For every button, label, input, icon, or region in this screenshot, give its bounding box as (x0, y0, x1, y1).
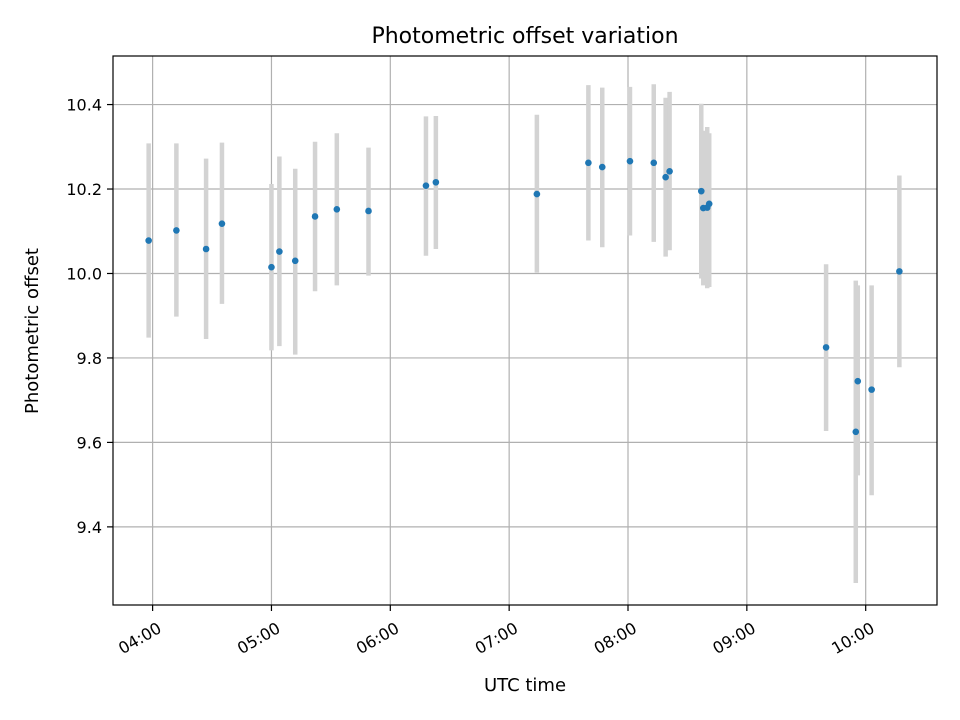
data-point (705, 200, 713, 208)
y-tick-label: 10.0 (66, 264, 102, 283)
data-point (666, 167, 673, 175)
y-tick-label: 9.8 (77, 349, 102, 368)
grid-layer (113, 56, 937, 605)
point-layer (145, 157, 903, 436)
y-tick-label: 10.2 (66, 180, 102, 199)
data-point (533, 190, 541, 198)
y-tick-label: 9.6 (77, 433, 102, 452)
y-tick-label: 9.4 (77, 518, 102, 537)
data-point (626, 157, 634, 165)
data-point (854, 377, 862, 385)
data-point (173, 227, 180, 234)
data-point (852, 428, 860, 436)
data-point (896, 268, 903, 275)
plot-frame (112, 55, 938, 606)
data-point (422, 182, 430, 189)
data-point (662, 173, 669, 181)
data-point (822, 344, 830, 351)
y-axis-label: Photometric offset (22, 248, 43, 414)
data-point (311, 213, 319, 220)
data-point (697, 187, 705, 195)
data-point (868, 386, 875, 393)
data-point (650, 159, 658, 167)
data-point (365, 207, 372, 215)
data-point (291, 257, 299, 265)
data-point (333, 205, 341, 213)
chart-title: Photometric offset variation (371, 24, 678, 49)
data-point (218, 220, 226, 227)
data-point (585, 159, 592, 167)
data-point (268, 263, 275, 271)
data-point (598, 163, 606, 171)
data-point (276, 248, 283, 255)
data-point (202, 245, 210, 253)
y-tick-label: 10.4 (66, 96, 102, 115)
data-point (432, 178, 440, 186)
x-axis-label: UTC time (484, 675, 566, 696)
data-point (145, 237, 152, 244)
